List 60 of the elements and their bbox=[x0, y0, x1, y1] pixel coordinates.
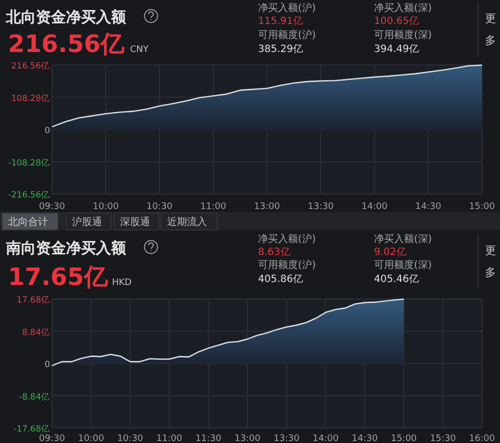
text: 近期流入 bbox=[167, 216, 207, 228]
y-tick-label: -17.68亿 bbox=[14, 424, 50, 434]
x-tick-label: 10:00 bbox=[78, 434, 104, 443]
x-tick-label: 14:00 bbox=[312, 434, 339, 443]
text: 可用额度(深) bbox=[374, 29, 432, 41]
x-tick-label: 13:30 bbox=[308, 202, 334, 212]
text: 净买入额(沪) bbox=[258, 2, 316, 14]
text: 405.86亿 bbox=[258, 274, 303, 285]
text: 沪股通 bbox=[72, 216, 102, 228]
text: 可用额度(沪) bbox=[258, 259, 316, 271]
x-tick-label: 13:00 bbox=[234, 434, 261, 443]
y-tick-label: 0 bbox=[44, 126, 50, 136]
y-tick-label: 8.84亿 bbox=[22, 326, 50, 338]
x-tick-label: 14:30 bbox=[352, 434, 378, 443]
text: 115.91亿 bbox=[258, 16, 303, 27]
text: CNY bbox=[130, 45, 150, 55]
text: HKD bbox=[112, 278, 132, 288]
y-tick-label: -216.56亿 bbox=[8, 190, 50, 200]
x-tick-label: 13:00 bbox=[254, 202, 280, 212]
x-tick-label: 15:30 bbox=[430, 434, 456, 443]
y-tick-label: 108.28亿 bbox=[11, 92, 50, 104]
y-tick-label: 0 bbox=[44, 360, 50, 370]
x-tick-label: 10:00 bbox=[92, 202, 119, 212]
x-tick-label: 14:00 bbox=[362, 202, 388, 212]
x-tick-label: 13:30 bbox=[274, 434, 300, 443]
text: 更 bbox=[485, 12, 496, 25]
text: 可用额度(沪) bbox=[258, 29, 316, 41]
y-tick-label: 17.68亿 bbox=[16, 294, 50, 306]
x-tick-label: 15:00 bbox=[390, 434, 418, 443]
text: 可用额度(深) bbox=[374, 259, 432, 271]
text: 385.29亿 bbox=[258, 44, 303, 55]
text: 更 bbox=[485, 244, 496, 257]
x-tick-label: 10:30 bbox=[146, 202, 173, 212]
text: 405.46亿 bbox=[374, 274, 419, 285]
text: 净买入额(深) bbox=[374, 2, 432, 14]
text: 净买入额(沪) bbox=[258, 233, 316, 245]
text: 17.65亿 bbox=[8, 263, 109, 291]
text: 净买入额(深) bbox=[374, 233, 432, 245]
text: 394.49亿 bbox=[374, 44, 419, 55]
x-tick-label: 15:00 bbox=[469, 202, 496, 212]
x-tick-label: 11:00 bbox=[156, 434, 183, 443]
y-tick-label: 216.56亿 bbox=[11, 60, 50, 72]
text: 100.65亿 bbox=[374, 16, 419, 27]
x-tick-label: 14:30 bbox=[415, 202, 442, 212]
text: 多 bbox=[485, 266, 496, 279]
text: 多 bbox=[485, 34, 496, 47]
y-tick-label: -8.84亿 bbox=[19, 391, 50, 402]
text: 9.02亿 bbox=[374, 247, 406, 258]
chart-title: 北向资金净买入额 bbox=[5, 8, 127, 26]
x-tick-label: 09:30 bbox=[39, 202, 66, 212]
chart-title: 南向资金净买入额 bbox=[5, 239, 127, 257]
x-tick-label: 10:30 bbox=[117, 434, 144, 443]
text: 深股通 bbox=[120, 216, 150, 228]
x-tick-label: 11:30 bbox=[195, 434, 222, 443]
text: 8.63亿 bbox=[258, 247, 290, 258]
x-tick-label: 16:00 bbox=[469, 434, 496, 443]
text: 北向合计 bbox=[8, 216, 48, 228]
x-tick-label: 09:30 bbox=[39, 434, 66, 443]
y-tick-label: -108.28亿 bbox=[8, 157, 50, 168]
x-tick-label: 11:00 bbox=[200, 202, 226, 212]
